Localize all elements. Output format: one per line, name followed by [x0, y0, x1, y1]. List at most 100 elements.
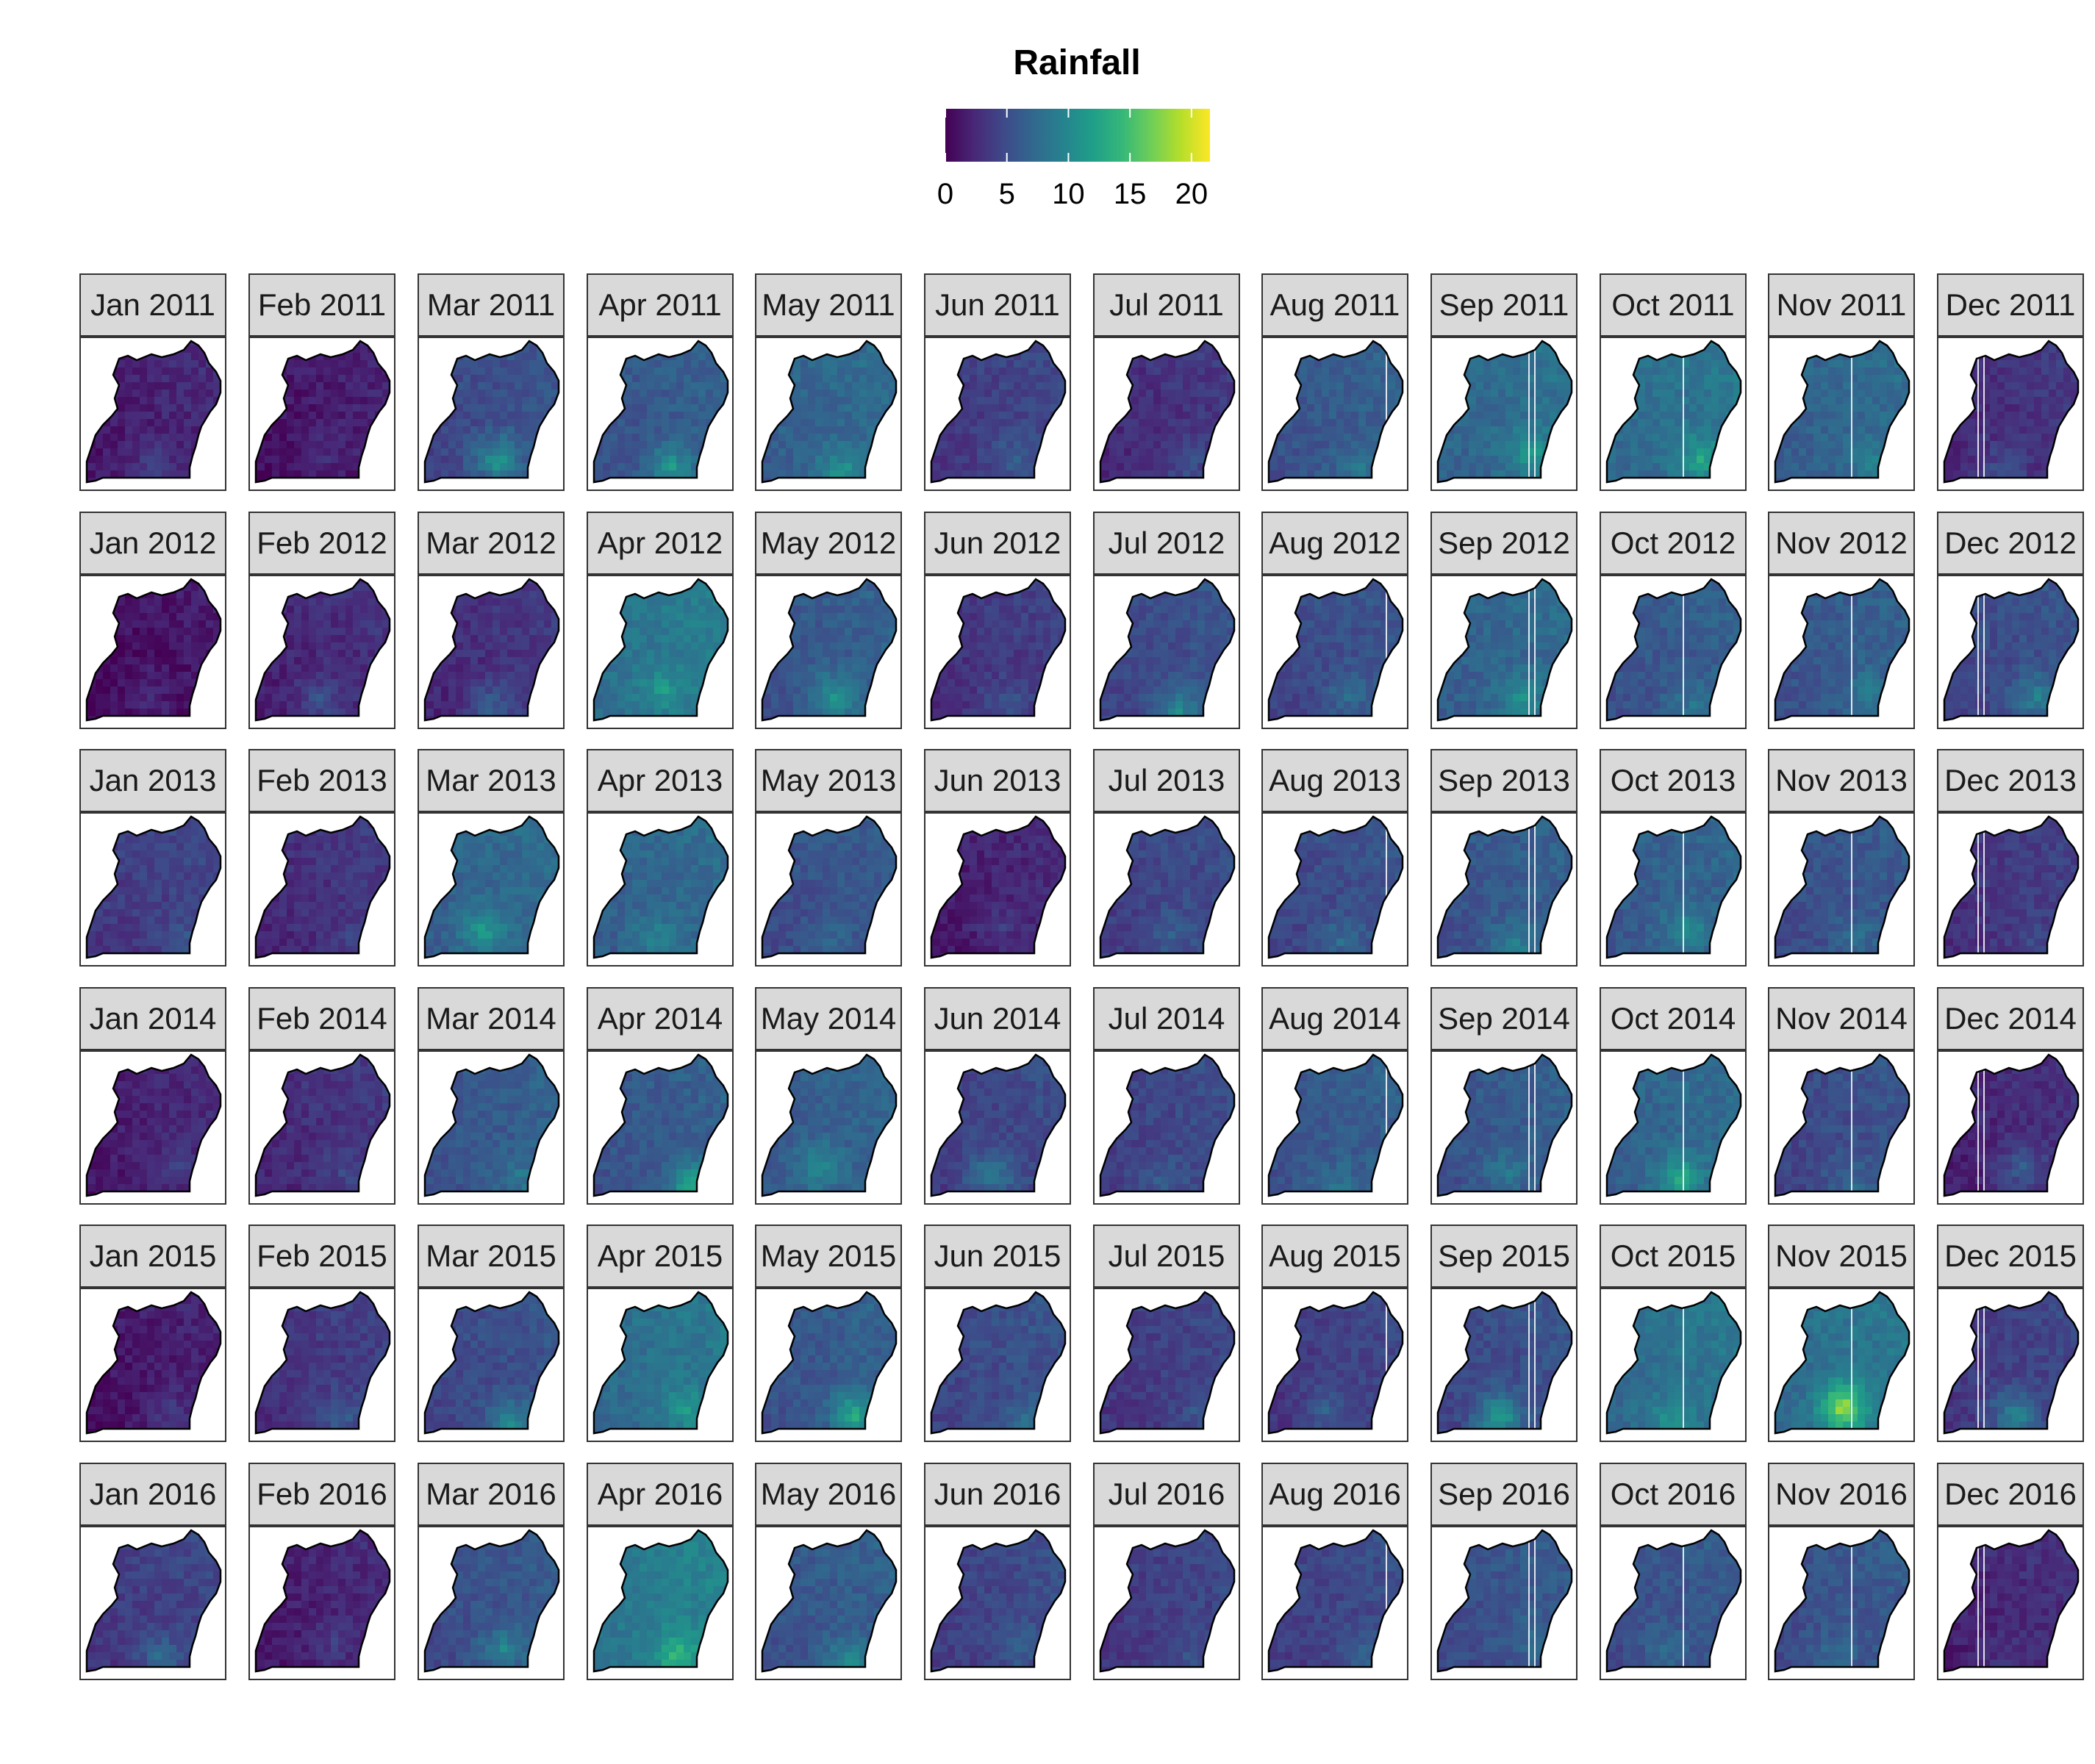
facet-map	[1768, 575, 1915, 729]
facet-map	[248, 1050, 395, 1205]
facet-panel: Jun 2011	[924, 273, 1071, 491]
country-outline	[85, 815, 222, 959]
facet-strip-label: Nov 2014	[1768, 987, 1915, 1050]
legend-tick-label: 10	[1052, 178, 1085, 211]
facet-panel: Aug 2014	[1261, 987, 1408, 1205]
country-outline	[254, 1291, 391, 1435]
facet-panel: Sep 2016	[1430, 1463, 1577, 1680]
facet-strip-label: Jul 2014	[1093, 987, 1240, 1050]
facet-strip-label: Jun 2015	[924, 1225, 1071, 1288]
facet-strip-label: Apr 2011	[587, 273, 734, 337]
country-outline	[254, 1529, 391, 1673]
facet-map	[1768, 1050, 1915, 1205]
rainfall-cells	[1607, 1292, 1741, 1433]
facet-panel: Mar 2015	[418, 1225, 565, 1442]
rainfall-raster	[1774, 1291, 1910, 1435]
facet-map	[418, 1526, 565, 1680]
facet-map	[248, 812, 395, 967]
country-outline	[1267, 1291, 1404, 1435]
country-outline	[930, 1291, 1067, 1435]
facet-strip-label: Apr 2015	[587, 1225, 734, 1288]
rainfall-raster	[592, 1529, 729, 1673]
country-outline	[761, 815, 898, 959]
facet-map	[79, 1288, 226, 1442]
facet-strip-label: Aug 2012	[1261, 512, 1408, 575]
rainfall-raster	[254, 1291, 391, 1435]
rainfall-cells	[1269, 1292, 1403, 1433]
country-outline	[1267, 1529, 1404, 1673]
rainfall-cells	[1775, 1055, 1909, 1196]
rainfall-raster	[254, 1529, 391, 1673]
facet-strip-label: Sep 2011	[1430, 273, 1577, 337]
facet-strip-label: Dec 2014	[1937, 987, 2084, 1050]
rainfall-cells	[1438, 817, 1572, 958]
rainfall-raster	[1267, 1291, 1404, 1435]
rainfall-cells	[931, 817, 1065, 958]
facet-panel: Jun 2014	[924, 987, 1071, 1205]
facet-panel: May 2014	[755, 987, 902, 1205]
country-outline	[85, 578, 222, 722]
facet-map	[418, 812, 565, 967]
facet-strip-label: Nov 2016	[1768, 1463, 1915, 1526]
facet-strip-label: Jun 2014	[924, 987, 1071, 1050]
facet-panel: May 2012	[755, 512, 902, 729]
facet-strip-label: Jan 2015	[79, 1225, 226, 1288]
facet-map	[248, 575, 395, 729]
country-outline	[930, 578, 1067, 722]
rainfall-raster	[1605, 578, 1742, 722]
rainfall-cells	[594, 341, 728, 482]
rainfall-raster	[1774, 1529, 1910, 1673]
facet-strip-label: Dec 2013	[1937, 749, 2084, 812]
facet-strip-label: Apr 2016	[587, 1463, 734, 1526]
facet-strip-label: Dec 2015	[1937, 1225, 2084, 1288]
facet-strip-label: Jul 2016	[1093, 1463, 1240, 1526]
rainfall-raster	[592, 1291, 729, 1435]
facet-map	[1430, 1288, 1577, 1442]
facet-map	[1600, 575, 1747, 729]
facet-panel: Mar 2012	[418, 512, 565, 729]
rainfall-cells	[1269, 1530, 1403, 1671]
country-outline	[1774, 1291, 1910, 1435]
facet-map	[418, 337, 565, 491]
facet-map	[1093, 1526, 1240, 1680]
facet-strip-label: Apr 2014	[587, 987, 734, 1050]
country-outline	[1267, 815, 1404, 959]
facet-strip-label: Jun 2013	[924, 749, 1071, 812]
rainfall-raster	[1267, 1053, 1404, 1197]
country-outline	[254, 1053, 391, 1197]
facet-panel: Nov 2012	[1768, 512, 1915, 729]
rainfall-cells	[425, 1055, 559, 1196]
legend-title: Rainfall	[956, 43, 1198, 83]
rainfall-cells	[762, 1530, 896, 1671]
facet-strip-label: May 2012	[755, 512, 902, 575]
facet-strip-label: Mar 2013	[418, 749, 565, 812]
country-outline	[1605, 1529, 1742, 1673]
rainfall-cells	[425, 341, 559, 482]
rainfall-raster	[423, 578, 560, 722]
rainfall-cells	[1100, 1292, 1234, 1433]
facet-strip-label: Oct 2012	[1600, 512, 1747, 575]
rainfall-cells	[1438, 579, 1572, 720]
facet-map	[924, 1526, 1071, 1680]
facet-panel: Feb 2013	[248, 749, 395, 967]
country-outline	[930, 815, 1067, 959]
facet-panel: Aug 2015	[1261, 1225, 1408, 1442]
facet-panel: Apr 2014	[587, 987, 734, 1205]
country-outline	[1267, 340, 1404, 484]
facet-map	[1430, 337, 1577, 491]
country-outline	[1943, 578, 2080, 722]
facet-map	[1600, 1050, 1747, 1205]
facet-map	[1261, 337, 1408, 491]
facet-panel: Nov 2014	[1768, 987, 1915, 1205]
rainfall-raster	[1605, 815, 1742, 959]
facet-strip-label: Mar 2012	[418, 512, 565, 575]
facet-strip-label: Oct 2015	[1600, 1225, 1747, 1288]
rainfall-cells	[425, 817, 559, 958]
rainfall-raster	[254, 340, 391, 484]
facet-map	[1768, 812, 1915, 967]
rainfall-cells	[931, 1055, 1065, 1196]
facet-map	[1600, 812, 1747, 967]
facet-panel: Dec 2013	[1937, 749, 2084, 967]
rainfall-raster	[85, 815, 222, 959]
